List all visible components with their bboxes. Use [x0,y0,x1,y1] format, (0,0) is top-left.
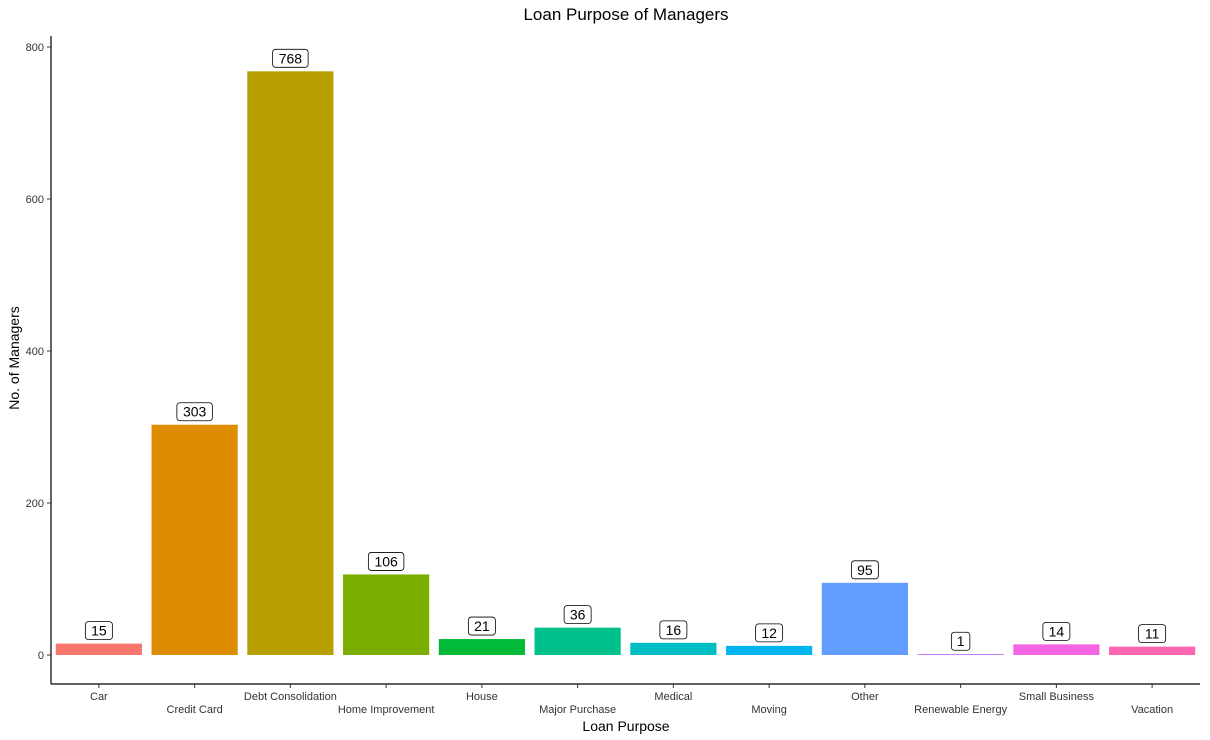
bar [726,645,813,655]
data-label: 14 [1049,623,1065,639]
x-tick-label: Moving [751,704,786,716]
y-tick-label: 800 [26,42,44,54]
data-label: 11 [1145,626,1160,642]
x-tick-label: Small Business [1019,691,1095,703]
data-label-box [176,402,213,422]
y-tick-label: 0 [38,650,44,662]
y-tick-label: 600 [26,194,44,206]
bar [917,654,1004,655]
data-label: 21 [474,618,490,634]
bar [343,574,430,655]
data-label: 95 [857,562,873,578]
bar [630,642,717,655]
data-label-box [84,621,113,640]
data-label-box [1042,621,1071,641]
chart-title: Loan Purpose of Managers [523,5,728,24]
bar [151,424,238,655]
bar [1013,644,1100,655]
data-label: 36 [570,607,586,623]
data-label-box [659,620,688,640]
x-tick-label: Car [90,691,108,703]
bar [1109,646,1196,655]
y-tick-label: 400 [26,346,44,358]
data-labels-group: 15 303 768 106 21 36 16 12 95 1 14 11 [84,48,1167,651]
x-tick-label: Renewable Energy [914,704,1007,716]
y-axis: 0 200 400 600 800 [26,36,52,684]
x-tick-label: Debt Consolidation [244,691,337,703]
data-label: 768 [279,50,303,66]
data-label-box [850,560,879,580]
y-axis-title: No. of Managers [6,306,22,410]
x-tick-label: Major Purchase [539,704,616,716]
bar [438,639,525,655]
bar [247,71,334,655]
data-label-box [950,631,971,651]
bar [821,582,908,655]
data-label: 303 [183,404,207,420]
x-tick-label: Credit Card [167,704,223,716]
bar [55,643,142,655]
data-label-box [367,552,405,571]
data-label: 15 [91,623,107,639]
x-tick-label: House [466,691,498,703]
y-tick-label: 200 [26,498,44,510]
data-label: 106 [374,553,398,569]
data-label-box [563,605,592,625]
bars-group [55,71,1196,655]
bar [534,627,621,655]
data-label: 16 [666,622,682,638]
x-axis-title: Loan Purpose [582,718,669,734]
data-label: 1 [957,633,965,649]
data-label-box [467,616,496,636]
data-label-box [1138,624,1167,644]
x-tick-label: Other [851,691,879,703]
data-label-box [272,48,309,68]
x-tick-label: Medical [654,691,692,703]
x-tick-label: Vacation [1131,704,1173,716]
x-tick-label: Home Improvement [338,704,435,716]
data-label-box [755,623,784,643]
data-label: 12 [761,625,777,641]
